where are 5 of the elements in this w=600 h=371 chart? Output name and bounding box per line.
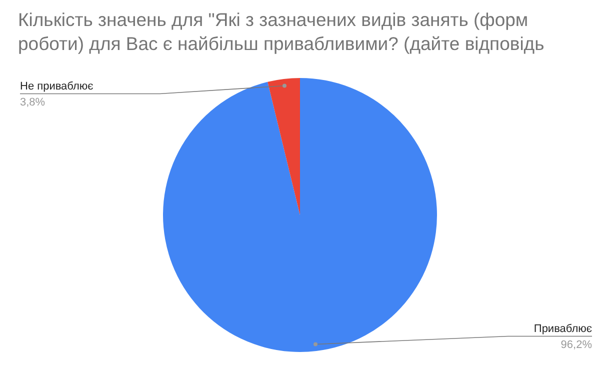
slice-label: Приваблює [534,322,592,335]
data-label: 3,8% [20,96,46,108]
data-label: 96,2% [560,338,592,351]
chart-title: Кількість значень для "Які з зазначених видів занять (форм роботи) для Вас є найбільш привабливими? (дайте відповідь [18,8,546,56]
slice-label: Не приваблює [20,80,94,92]
